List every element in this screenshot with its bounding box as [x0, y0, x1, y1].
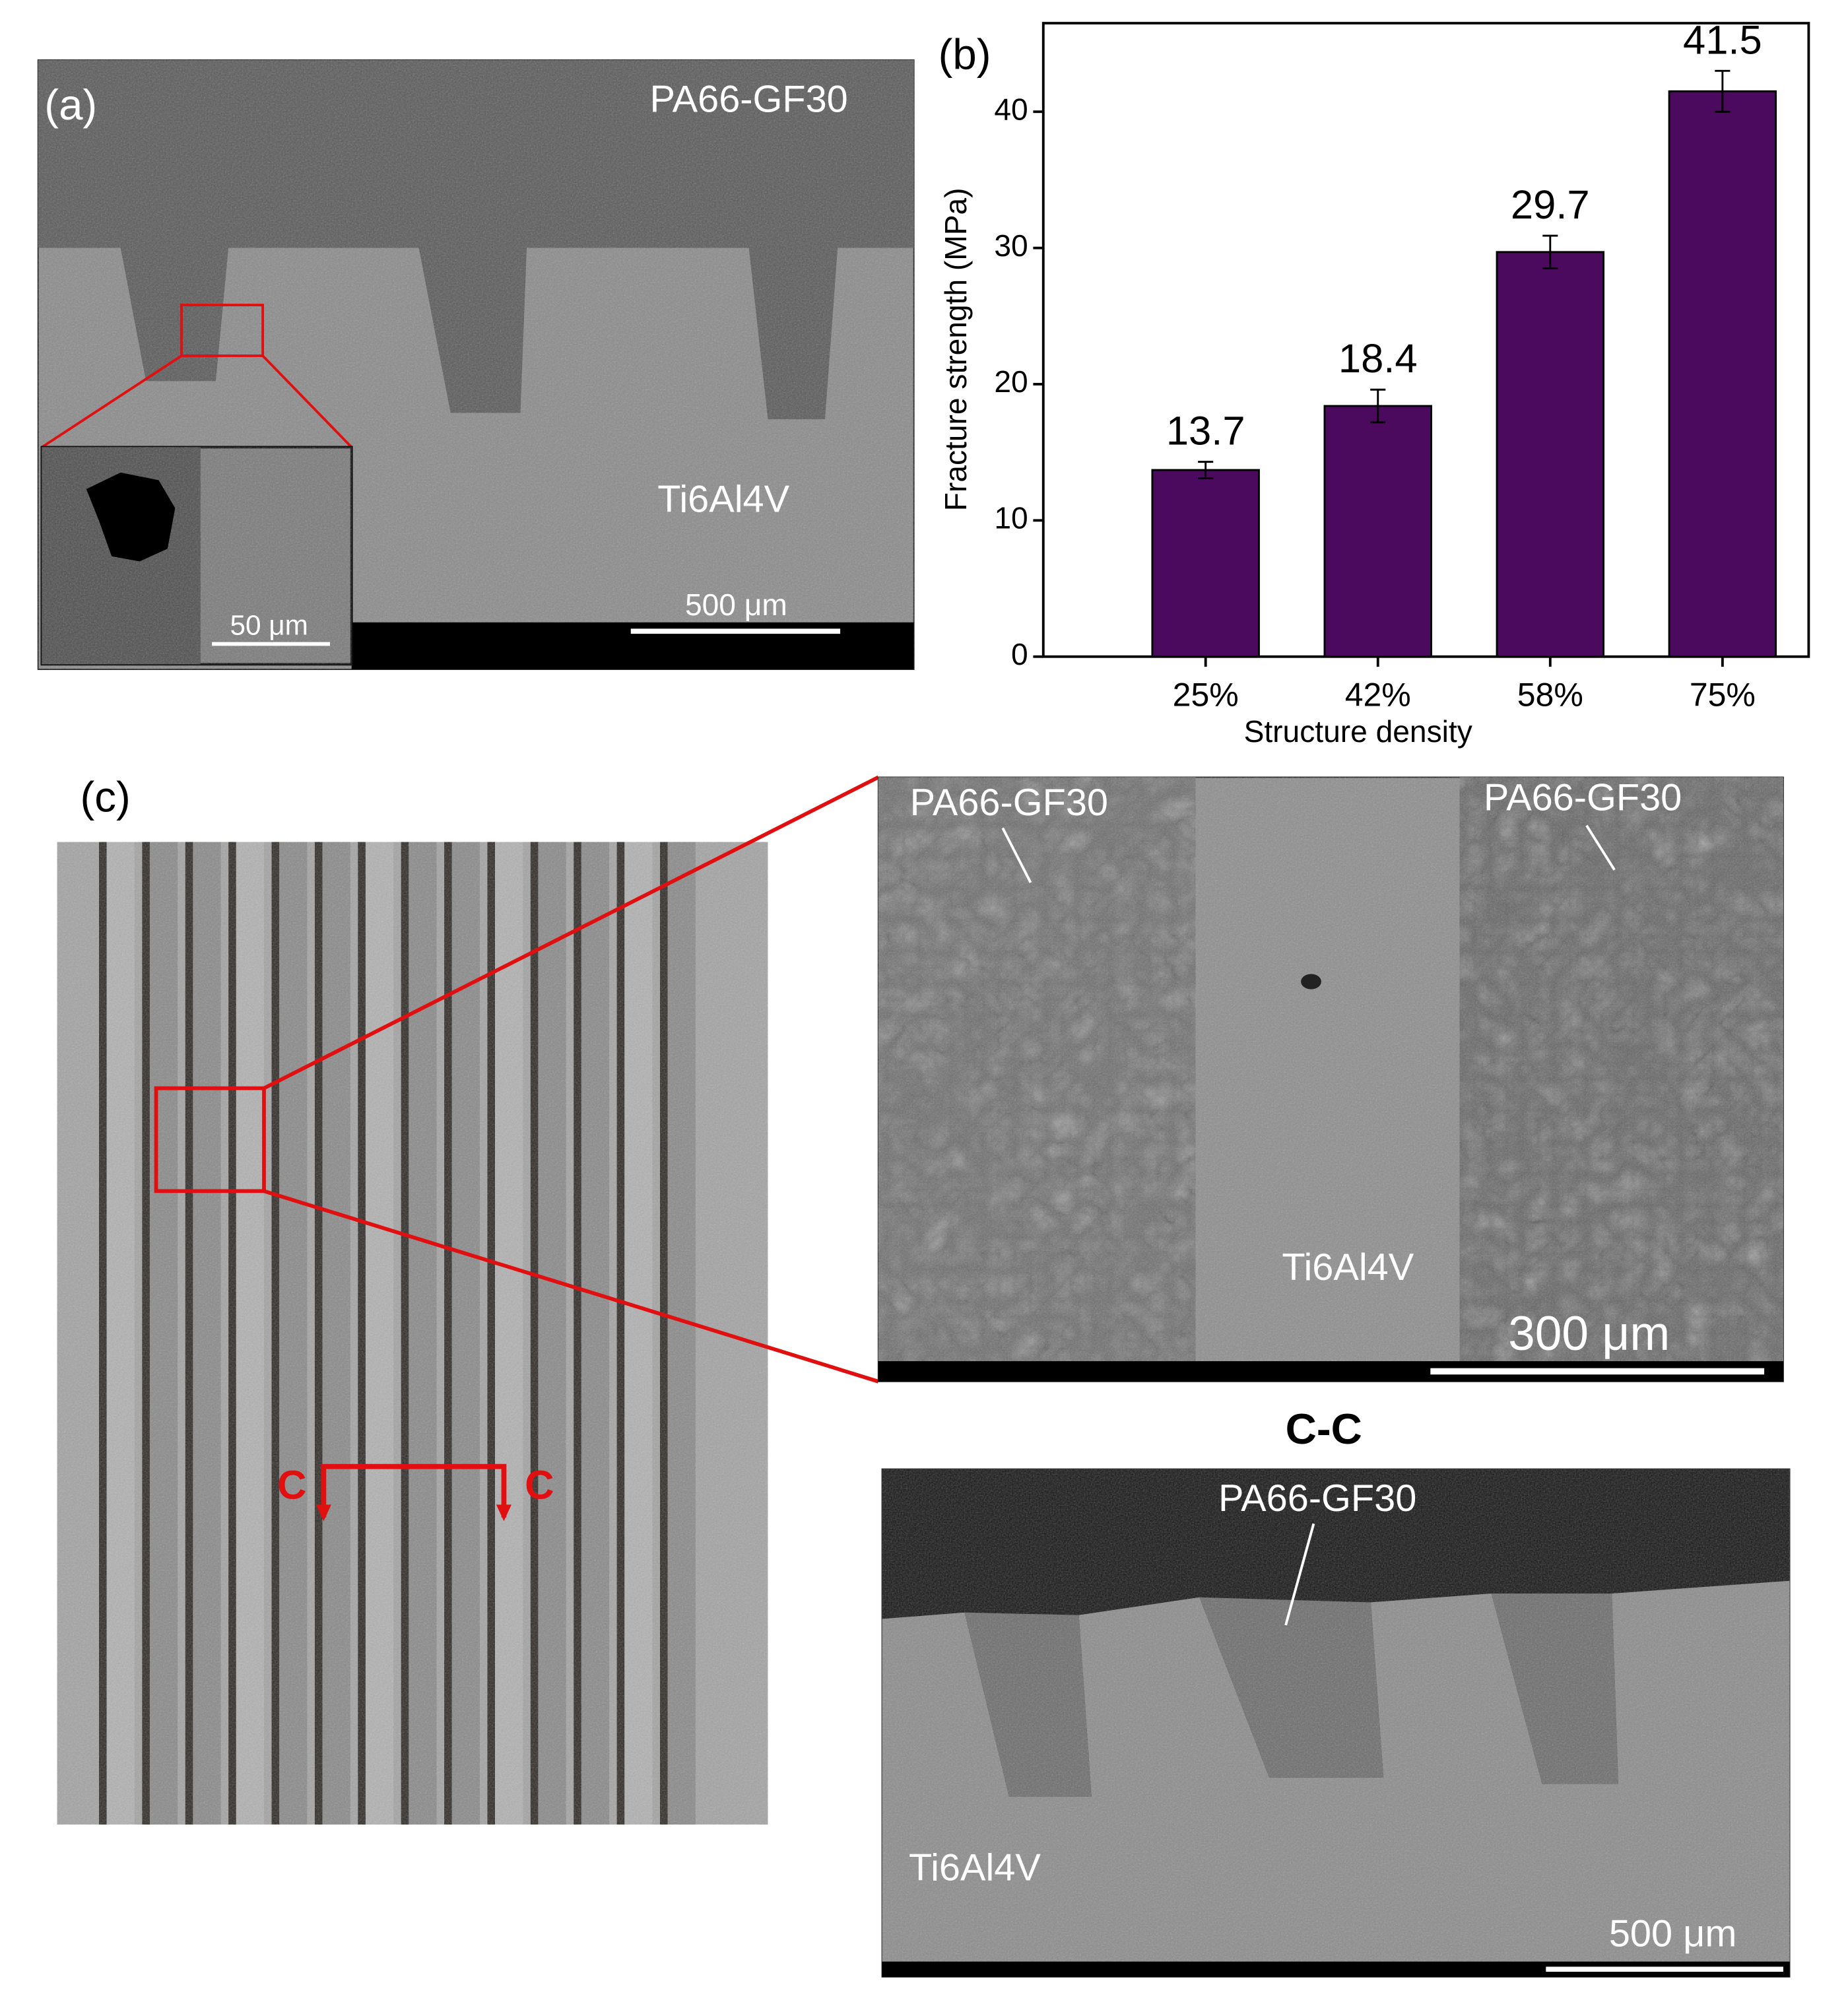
scale-label: 50 μm [230, 610, 308, 641]
error-bar [1542, 234, 1558, 270]
panel-label: (c) [80, 772, 130, 821]
zoom-line [263, 1189, 879, 1384]
panel-b: (b) Structure density Fracture strength … [939, 17, 1810, 749]
value-label: 13.7 [1166, 409, 1245, 454]
zoom-box [154, 1086, 266, 1193]
material-label: Ti6Al4V [909, 1846, 1041, 1889]
texture [42, 447, 352, 665]
material-label: Ti6Al4V [657, 478, 789, 520]
scale-label: 300 μm [1508, 1307, 1670, 1360]
x-tick-label: 75% [1690, 676, 1756, 713]
texture [57, 842, 768, 1825]
value-label: 18.4 [1338, 336, 1418, 382]
scale-label: 500 μm [1609, 1912, 1737, 1955]
pore [86, 472, 176, 562]
y-tick-label: 10 [994, 501, 1028, 535]
material-label: Ti6Al4V [1282, 1246, 1414, 1289]
y-tick-label: 20 [994, 364, 1028, 399]
panel-c: (c) C C PA66-GF30 PA66-GF30 Ti6Al4V 300 … [57, 772, 1791, 1978]
section-mark: C [525, 1463, 554, 1508]
texture [882, 1469, 1790, 1962]
error-bar [1198, 461, 1214, 479]
error-bar [1370, 388, 1386, 424]
material-label: PA66-GF30 [1218, 1477, 1416, 1520]
value-label: 41.5 [1683, 17, 1762, 63]
panel-a: (a) PA66-GF30 Ti6Al4V 500 μm 50 μm [37, 59, 915, 670]
y-tick-label: 40 [994, 92, 1028, 126]
bar [1323, 405, 1432, 658]
x-axis-title: Structure density [1244, 714, 1472, 749]
leader-line [1284, 1523, 1315, 1626]
x-tick-label: 58% [1517, 676, 1583, 713]
bar [1151, 469, 1260, 658]
zoom-line [263, 775, 880, 1091]
scale-label: 500 μm [685, 587, 787, 622]
material-label: PA66-GF30 [910, 782, 1108, 824]
x-tick-label: 42% [1345, 676, 1411, 713]
section-mark: C [277, 1463, 306, 1508]
zoom-line [261, 354, 353, 448]
y-tick-label: 0 [1011, 637, 1028, 671]
y-tick-label: 30 [994, 228, 1028, 263]
material-label: PA66-GF30 [649, 79, 847, 121]
bar [1668, 90, 1777, 658]
zoom-line [41, 354, 183, 449]
x-tick-label: 25% [1173, 676, 1239, 713]
value-label: 29.7 [1511, 182, 1590, 228]
material-label: PA66-GF30 [1484, 776, 1682, 819]
y-axis-title: Fracture strength (MPa) [939, 187, 973, 511]
texture [878, 777, 1783, 1362]
pore [1301, 974, 1321, 990]
leader-line [1585, 824, 1616, 871]
bar [1496, 251, 1605, 658]
leader-line [1001, 827, 1032, 883]
section-line [321, 1463, 507, 1518]
panel-label: (b) [939, 30, 991, 78]
info-bar [882, 1961, 1790, 1977]
photo [57, 842, 768, 1825]
section-title: C-C [1286, 1405, 1362, 1453]
error-bar [1715, 69, 1731, 113]
panel-label: (a) [44, 81, 97, 129]
zoom-box [180, 304, 264, 357]
